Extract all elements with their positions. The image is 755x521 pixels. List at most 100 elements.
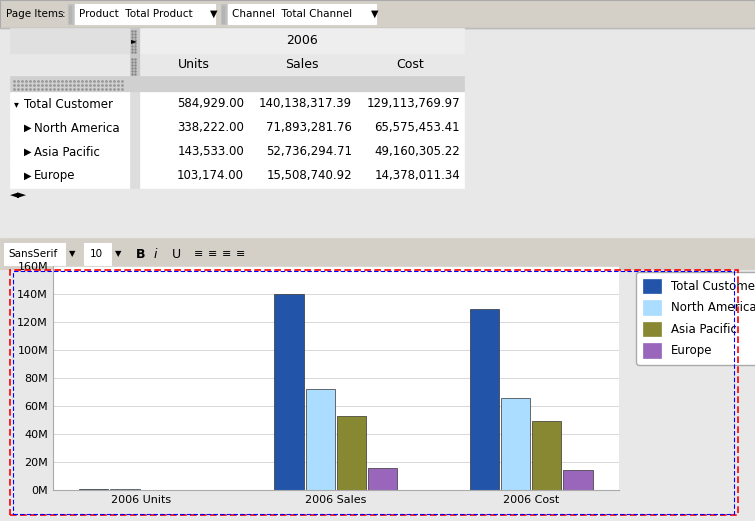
- Bar: [10, 28, 130, 54]
- Bar: [306, 389, 335, 490]
- Text: U: U: [172, 247, 181, 260]
- Bar: [284, 243, 302, 265]
- Bar: [68, 4, 73, 24]
- Bar: [79, 489, 109, 490]
- Text: :: :: [62, 9, 66, 19]
- Bar: [140, 54, 248, 76]
- Text: 15,508,740.92: 15,508,740.92: [267, 169, 352, 182]
- Bar: [248, 116, 356, 140]
- Text: 584,929.00: 584,929.00: [177, 97, 244, 110]
- Text: 143,533.00: 143,533.00: [177, 145, 244, 158]
- Text: Europe: Europe: [34, 169, 76, 182]
- Text: Channel  Total Channel: Channel Total Channel: [232, 9, 352, 19]
- Text: ▶: ▶: [24, 123, 32, 133]
- Bar: [140, 116, 248, 140]
- Bar: [356, 140, 464, 164]
- Text: ▾: ▾: [14, 99, 19, 109]
- Text: Units: Units: [178, 58, 210, 71]
- Text: Total Customer: Total Customer: [24, 97, 113, 110]
- Bar: [10, 54, 130, 76]
- Bar: [228, 4, 376, 24]
- Bar: [356, 116, 464, 140]
- Text: 49,160,305.22: 49,160,305.22: [374, 145, 460, 158]
- Text: ▼: ▼: [69, 250, 76, 258]
- Text: 10: 10: [90, 249, 103, 259]
- Text: Product  Total Product: Product Total Product: [79, 9, 193, 19]
- Bar: [112, 243, 126, 265]
- Bar: [0, 238, 755, 270]
- Bar: [0, 0, 755, 28]
- Bar: [75, 4, 215, 24]
- Text: ▶: ▶: [24, 147, 32, 157]
- Text: Asia Pacific: Asia Pacific: [34, 145, 100, 158]
- Bar: [532, 421, 562, 490]
- Text: ▶: ▶: [24, 171, 32, 181]
- Text: 2006: 2006: [286, 34, 318, 47]
- Text: B: B: [136, 247, 146, 260]
- Bar: [10, 116, 130, 140]
- Text: i: i: [154, 247, 158, 260]
- Bar: [130, 164, 140, 188]
- Bar: [10, 140, 130, 164]
- Bar: [404, 243, 422, 265]
- Text: ≡: ≡: [194, 249, 203, 259]
- Bar: [470, 309, 499, 490]
- Bar: [140, 28, 464, 54]
- Text: 338,222.00: 338,222.00: [177, 121, 244, 134]
- Bar: [364, 243, 382, 265]
- Text: 14,378,011.34: 14,378,011.34: [374, 169, 460, 182]
- Bar: [248, 164, 356, 188]
- Bar: [275, 293, 304, 490]
- Bar: [0, 0, 755, 28]
- Bar: [248, 54, 356, 76]
- Text: Sales: Sales: [285, 58, 319, 71]
- Text: ◄►: ◄►: [10, 190, 27, 200]
- Text: ≡: ≡: [236, 249, 245, 259]
- Bar: [344, 243, 362, 265]
- Bar: [248, 140, 356, 164]
- Text: ▼: ▼: [371, 9, 378, 19]
- Bar: [248, 92, 356, 116]
- Text: ▼: ▼: [210, 9, 217, 19]
- Text: 129,113,769.97: 129,113,769.97: [366, 97, 460, 110]
- Text: 71,893,281.76: 71,893,281.76: [266, 121, 352, 134]
- Bar: [140, 92, 248, 116]
- Text: 65,575,453.41: 65,575,453.41: [374, 121, 460, 134]
- Text: ►: ►: [131, 36, 137, 45]
- Bar: [10, 76, 464, 92]
- Bar: [264, 243, 282, 265]
- Text: ≡: ≡: [208, 249, 217, 259]
- Bar: [130, 92, 140, 116]
- Bar: [356, 54, 464, 76]
- Bar: [356, 164, 464, 188]
- Bar: [324, 243, 342, 265]
- Bar: [0, 188, 755, 270]
- Text: Cost: Cost: [396, 58, 424, 71]
- Bar: [140, 140, 248, 164]
- Text: ▼: ▼: [115, 250, 122, 258]
- Bar: [130, 140, 140, 164]
- Text: 103,174.00: 103,174.00: [177, 169, 244, 182]
- Text: 140,138,317.39: 140,138,317.39: [259, 97, 352, 110]
- Bar: [10, 164, 130, 188]
- Bar: [304, 243, 322, 265]
- Bar: [501, 398, 530, 490]
- Bar: [10, 92, 130, 116]
- Bar: [130, 28, 140, 54]
- Text: 52,736,294.71: 52,736,294.71: [266, 145, 352, 158]
- Bar: [337, 416, 366, 490]
- Bar: [4, 243, 66, 265]
- Legend: Total Customer, North America, Asia Pacific, Europe: Total Customer, North America, Asia Paci…: [636, 271, 755, 365]
- Text: SansSerif: SansSerif: [8, 249, 57, 259]
- Bar: [384, 243, 402, 265]
- Bar: [140, 164, 248, 188]
- Bar: [130, 116, 140, 140]
- Text: Page Items: Page Items: [6, 9, 63, 19]
- Bar: [66, 243, 80, 265]
- Text: ≡: ≡: [222, 249, 231, 259]
- Bar: [563, 469, 593, 490]
- Bar: [84, 243, 112, 265]
- Bar: [356, 92, 464, 116]
- Bar: [221, 4, 226, 24]
- Bar: [130, 54, 140, 76]
